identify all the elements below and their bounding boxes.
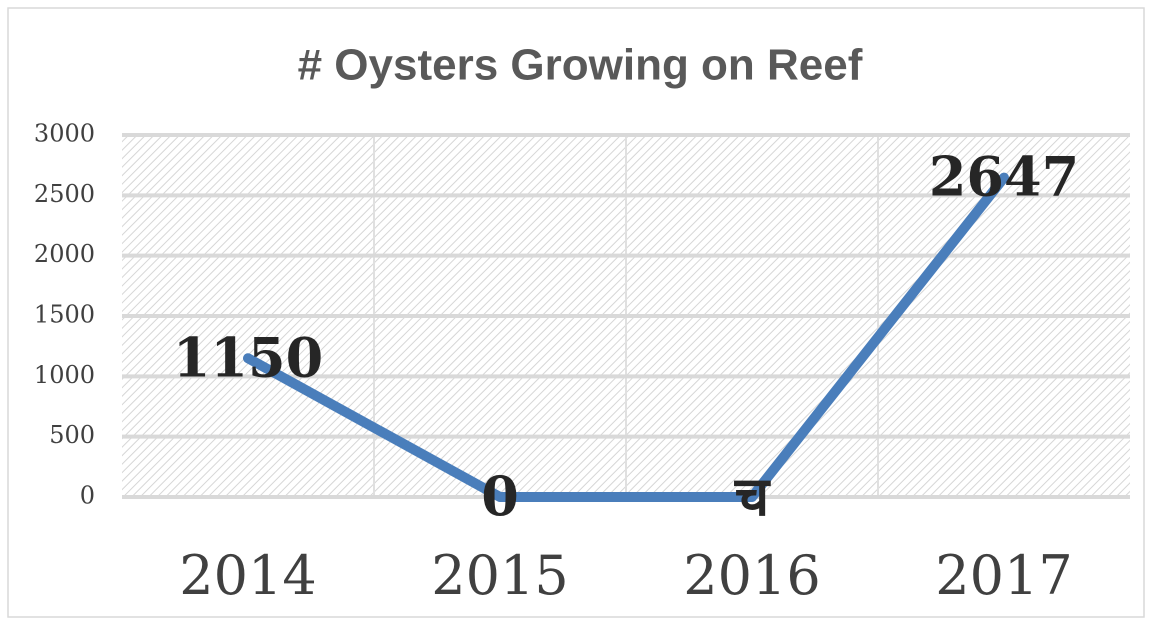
y-tick-label: 1500 [34,301,95,329]
x-tick-label: 2015 [431,544,568,607]
y-tick-label: 3000 [34,120,95,148]
y-tick-label: 0 [80,482,95,510]
y-tick-label: 2000 [34,240,95,268]
y-tick-label: 2500 [34,180,95,208]
data-label: च [734,464,771,528]
chart-title: # Oysters Growing on Reef [298,41,863,90]
y-tick-label: 1000 [34,361,95,389]
data-label: 1150 [173,325,323,389]
x-tick-label: 2014 [179,544,316,607]
data-label: 2647 [929,145,1079,209]
x-tick-label: 2016 [683,544,820,607]
y-tick-label: 500 [49,421,95,449]
x-tick-label: 2017 [935,544,1072,607]
line [243,172,1009,502]
data-label: 0 [481,464,519,528]
